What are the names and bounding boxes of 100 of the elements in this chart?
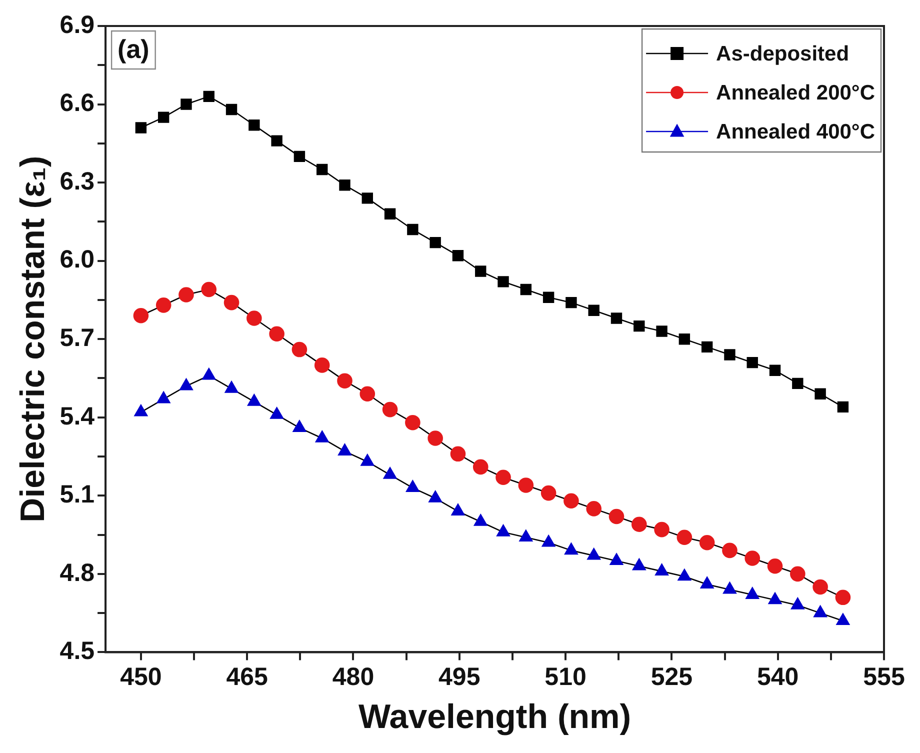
y-tick-label: 6.0 [60, 246, 95, 274]
point [314, 358, 330, 373]
point [451, 504, 465, 516]
point [203, 90, 214, 102]
point [676, 530, 692, 546]
point [474, 514, 488, 526]
point [180, 98, 192, 110]
point [656, 326, 668, 337]
point [452, 250, 464, 262]
point [701, 341, 713, 353]
x-tick-label: 495 [438, 663, 480, 692]
point [519, 530, 533, 542]
point [790, 566, 806, 582]
point [814, 605, 828, 618]
point [790, 598, 804, 610]
point [292, 420, 306, 432]
point [542, 292, 554, 303]
point [608, 508, 624, 524]
point [542, 534, 556, 547]
point [158, 112, 170, 123]
point [634, 320, 645, 332]
point [769, 364, 781, 376]
point [180, 378, 193, 390]
point [836, 613, 850, 626]
point [472, 459, 488, 475]
point [631, 516, 647, 532]
y-tick-label: 4.5 [60, 637, 95, 666]
point [744, 550, 760, 566]
point [678, 568, 692, 581]
point [247, 394, 261, 406]
point [654, 522, 670, 538]
point [360, 386, 376, 402]
point [134, 404, 148, 416]
point [450, 446, 466, 462]
x-tick-label: 525 [650, 663, 693, 692]
point [520, 284, 532, 296]
point [294, 150, 306, 162]
point [246, 310, 262, 326]
point [430, 236, 441, 248]
point [835, 590, 851, 606]
y-tick-label: 5.4 [60, 402, 95, 430]
y-tick-label: 5.7 [60, 324, 95, 352]
point [226, 104, 238, 116]
point [518, 478, 534, 493]
point [540, 485, 556, 501]
x-tick-label: 480 [332, 663, 374, 692]
point [655, 564, 668, 576]
x-tick-label: 540 [756, 663, 799, 692]
point [610, 312, 622, 324]
x-tick-label: 465 [226, 663, 268, 692]
point [498, 276, 509, 288]
point [724, 349, 736, 360]
point [382, 402, 398, 418]
x-tick-label: 555 [863, 663, 905, 692]
point [315, 430, 329, 442]
point [178, 287, 194, 302]
point [292, 342, 308, 358]
point [564, 542, 578, 555]
y-tick-label: 6.6 [60, 89, 95, 118]
point [383, 467, 397, 479]
point [746, 587, 760, 599]
point [224, 294, 240, 310]
point [700, 576, 714, 589]
point [746, 356, 758, 368]
y-tick-label: 6.9 [60, 10, 95, 39]
point [405, 414, 420, 430]
point [496, 470, 511, 486]
point [428, 490, 442, 502]
legend-label: Annealed 200°C [716, 81, 876, 104]
point [339, 180, 350, 191]
y-axis-title: Dielectric constant (ε₁) [14, 156, 52, 522]
point [202, 368, 216, 380]
point [587, 548, 601, 560]
point [475, 266, 486, 277]
point [201, 282, 217, 298]
point [384, 208, 396, 220]
point [338, 444, 352, 456]
point [814, 388, 826, 400]
point [406, 480, 420, 492]
point [767, 558, 783, 574]
point [360, 454, 374, 466]
y-tick-label: 6.3 [60, 167, 95, 196]
point [812, 579, 828, 595]
point [271, 135, 282, 146]
point [156, 298, 172, 313]
point [362, 192, 373, 204]
point [135, 122, 147, 134]
point [270, 407, 284, 419]
point [722, 542, 738, 558]
point [699, 534, 715, 550]
x-tick-label: 510 [544, 663, 586, 692]
legend-label: Annealed 400°C [716, 120, 876, 144]
y-tick-label: 4.8 [60, 558, 95, 587]
point [269, 326, 284, 342]
x-axis-title: Wavelength (nm) [358, 698, 632, 736]
x-tick-label: 450 [120, 663, 162, 692]
point [337, 373, 352, 388]
point [564, 493, 579, 509]
legend-label: As-deposited [716, 42, 850, 66]
point [566, 296, 577, 308]
